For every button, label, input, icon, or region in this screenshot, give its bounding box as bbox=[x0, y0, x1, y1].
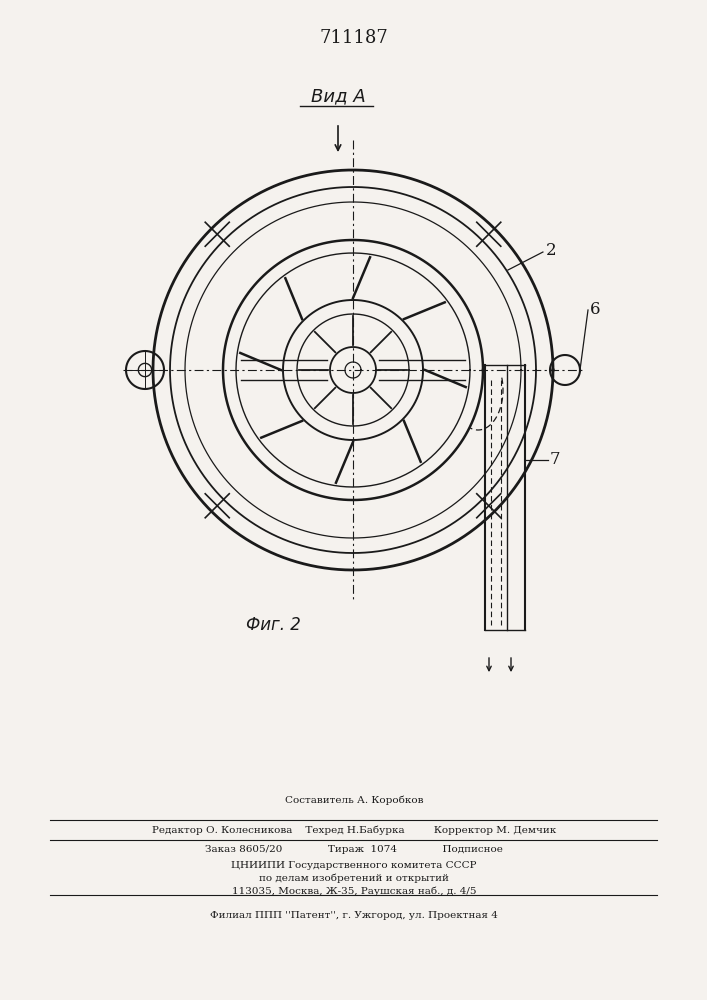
Text: 6: 6 bbox=[590, 302, 600, 318]
Text: по делам изобретений и открытий: по делам изобретений и открытий bbox=[259, 873, 449, 883]
Text: 2: 2 bbox=[546, 242, 556, 259]
Text: 113035, Москва, Ж-35, Раушская наб., д. 4/5: 113035, Москва, Ж-35, Раушская наб., д. … bbox=[232, 886, 477, 896]
Text: Филиал ППП ''Патент'', г. Ужгород, ул. Проектная 4: Филиал ППП ''Патент'', г. Ужгород, ул. П… bbox=[210, 910, 498, 920]
Text: 711187: 711187 bbox=[320, 29, 388, 47]
Text: 7: 7 bbox=[550, 452, 561, 468]
Text: Составитель А. Коробков: Составитель А. Коробков bbox=[285, 795, 423, 805]
Text: Фиг. 2: Фиг. 2 bbox=[245, 616, 300, 634]
Text: ЦНИИПИ Государственного комитета СССР: ЦНИИПИ Государственного комитета СССР bbox=[231, 860, 477, 869]
Text: Заказ 8605/20              Тираж  1074              Подписное: Заказ 8605/20 Тираж 1074 Подписное bbox=[205, 846, 503, 854]
Text: Вид А: Вид А bbox=[310, 87, 366, 105]
Text: Редактор О. Колесникова    Техред Н.Бабурка         Корректор М. Демчик: Редактор О. Колесникова Техред Н.Бабурка… bbox=[152, 825, 556, 835]
